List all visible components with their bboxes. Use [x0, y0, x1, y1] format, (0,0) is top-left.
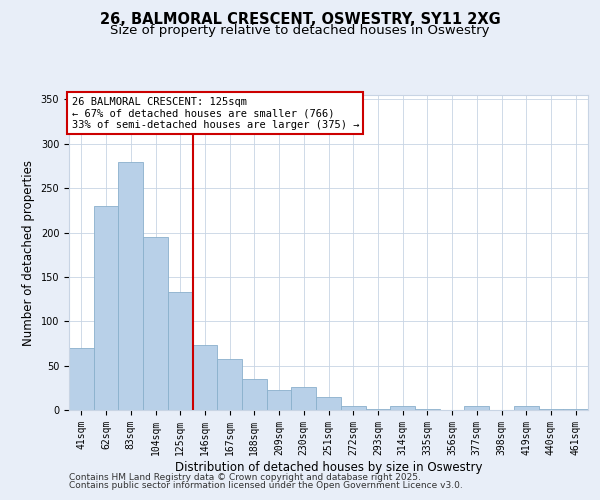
Bar — [242, 379, 267, 410]
Text: Size of property relative to detached houses in Oswestry: Size of property relative to detached ho… — [110, 24, 490, 37]
Bar — [193, 345, 217, 410]
Bar — [94, 206, 118, 410]
Bar — [341, 406, 365, 410]
Bar — [365, 409, 390, 410]
Bar — [217, 358, 242, 410]
Text: 26 BALMORAL CRESCENT: 125sqm
← 67% of detached houses are smaller (766)
33% of s: 26 BALMORAL CRESCENT: 125sqm ← 67% of de… — [71, 96, 359, 130]
Bar — [69, 348, 94, 410]
Text: Contains public sector information licensed under the Open Government Licence v3: Contains public sector information licen… — [69, 481, 463, 490]
Bar — [563, 409, 588, 410]
Bar — [143, 237, 168, 410]
Bar — [118, 162, 143, 410]
Bar — [316, 396, 341, 410]
Bar — [267, 390, 292, 410]
X-axis label: Distribution of detached houses by size in Oswestry: Distribution of detached houses by size … — [175, 460, 482, 473]
Text: 26, BALMORAL CRESCENT, OSWESTRY, SY11 2XG: 26, BALMORAL CRESCENT, OSWESTRY, SY11 2X… — [100, 12, 500, 28]
Y-axis label: Number of detached properties: Number of detached properties — [22, 160, 35, 346]
Bar — [539, 409, 563, 410]
Bar — [514, 406, 539, 410]
Bar — [292, 387, 316, 410]
Bar — [464, 406, 489, 410]
Bar — [390, 406, 415, 410]
Bar — [168, 292, 193, 410]
Text: Contains HM Land Registry data © Crown copyright and database right 2025.: Contains HM Land Registry data © Crown c… — [69, 472, 421, 482]
Bar — [415, 409, 440, 410]
